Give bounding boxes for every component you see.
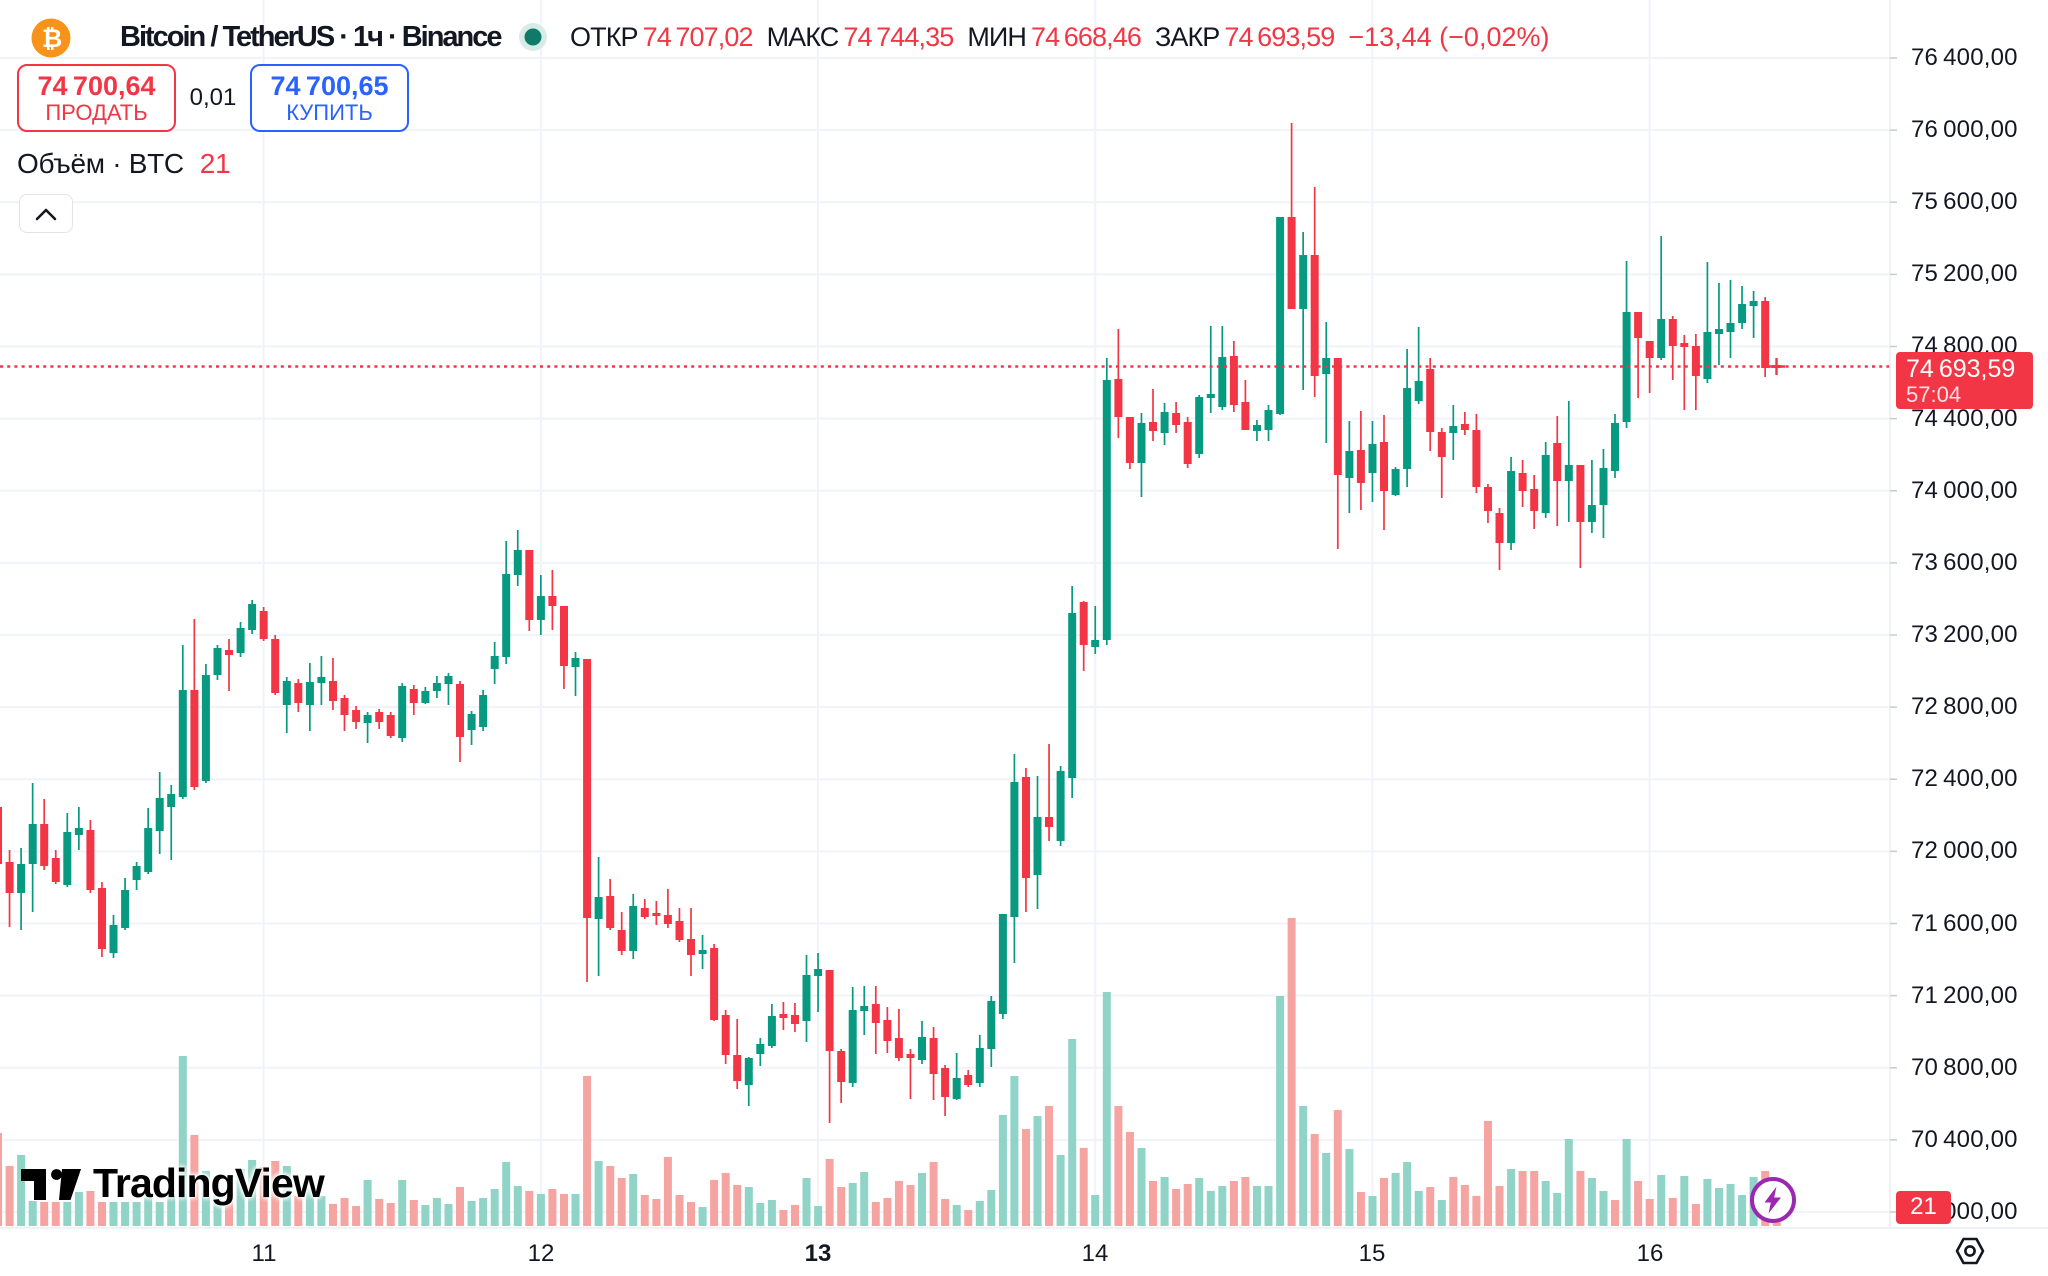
svg-text:₿: ₿ [42, 25, 62, 53]
